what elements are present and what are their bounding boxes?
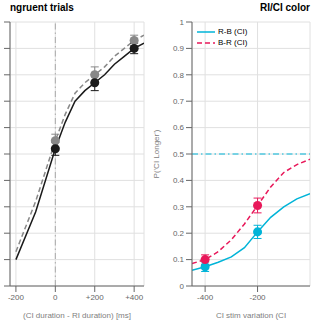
svg-text:-200: -200 xyxy=(250,293,267,302)
svg-text:0.1: 0.1 xyxy=(173,255,185,264)
svg-text:0.8: 0.8 xyxy=(173,71,185,80)
svg-text:0.6: 0.6 xyxy=(173,123,185,132)
svg-text:0.5: 0.5 xyxy=(173,150,185,159)
svg-text:0: 0 xyxy=(53,293,58,302)
svg-text:1: 1 xyxy=(180,18,185,27)
svg-text:(CI duration - RI duration) [m: (CI duration - RI duration) [ms] xyxy=(23,311,131,320)
svg-text:-200: -200 xyxy=(8,293,24,302)
html-text:R-B (CI): R-B (CI) xyxy=(218,27,248,36)
svg-text:0.4: 0.4 xyxy=(173,176,185,185)
svg-text:0: 0 xyxy=(180,282,185,291)
svg-text:P('CI Longer'): P('CI Longer') xyxy=(152,129,161,178)
svg-text:0.9: 0.9 xyxy=(173,44,185,53)
svg-text:0.7: 0.7 xyxy=(173,97,185,106)
html-text:B-R (CI): B-R (CI) xyxy=(218,38,248,47)
svg-text:0.3: 0.3 xyxy=(173,203,185,212)
svg-text:+400: +400 xyxy=(125,293,144,302)
svg-text:+200: +200 xyxy=(86,293,105,302)
svg-text:CI stim variation (CI: CI stim variation (CI xyxy=(216,311,286,320)
html-text:ngruent trials: ngruent trials xyxy=(10,2,74,13)
svg-text:-400: -400 xyxy=(197,293,214,302)
svg-text:0.2: 0.2 xyxy=(173,229,185,238)
html-text:RI/CI color: RI/CI color xyxy=(260,2,310,13)
